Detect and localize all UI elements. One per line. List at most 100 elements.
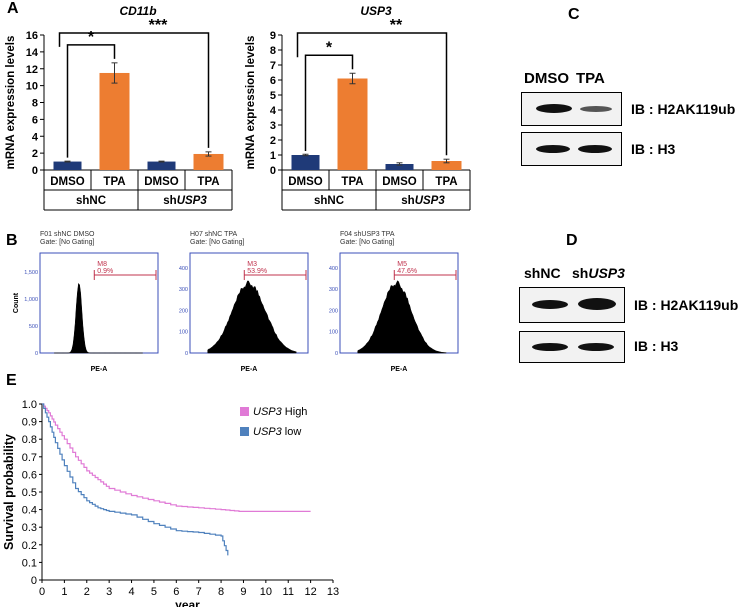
y-tick-label: 4 — [32, 131, 39, 143]
flow-y-tick-label: 400 — [329, 266, 338, 272]
category-label: TPA — [435, 176, 457, 188]
blot-d-lane2-label: shUSP3 — [572, 265, 625, 281]
km-x-tick-label: 12 — [304, 586, 316, 598]
flow-y-tick-label: 200 — [179, 308, 188, 314]
km-series-line — [42, 403, 311, 512]
km-x-tick-label: 3 — [106, 586, 112, 598]
flow-y-tick-label: 0 — [335, 351, 338, 357]
flow-y-tick-label: 1,000 — [24, 297, 38, 303]
km-y-tick-label: 0.6 — [22, 469, 37, 481]
km-y-axis-label: Survival probability — [2, 434, 16, 550]
chart-title: CD11b — [119, 4, 156, 18]
y-tick-label: 2 — [270, 135, 276, 147]
y-tick-label: 12 — [26, 64, 38, 76]
category-label: DMSO — [288, 176, 323, 188]
y-tick-label: 0 — [32, 165, 38, 177]
flow-y-tick-label: 0 — [35, 351, 38, 357]
km-y-tick-label: 0.1 — [22, 557, 37, 569]
flow-y-tick-label: 1,500 — [24, 270, 38, 276]
km-y-tick-label: 1.0 — [22, 399, 37, 411]
km-x-tick-label: 4 — [128, 586, 134, 598]
blot-band — [580, 106, 612, 112]
blot-band — [578, 343, 614, 351]
flow-y-tick-label: 100 — [329, 330, 338, 336]
category-label: DMSO — [382, 176, 417, 188]
bar — [99, 72, 130, 170]
category-label: TPA — [103, 176, 125, 188]
km-legend-swatch-high — [240, 407, 249, 416]
y-tick-label: 8 — [32, 98, 38, 110]
flow-y-tick-label: 500 — [29, 324, 38, 330]
blot-c-ib1-label: IB : H2AK119ub — [631, 101, 736, 117]
bar-chart-usp3: USP3 mRNA expression levels 0 1 2 3 4 5 6 7 8 9 DMSO… — [245, 4, 471, 211]
blot-c-ib2-label: IB : H3 — [631, 141, 676, 157]
km-y-tick-label: 0.7 — [22, 452, 37, 464]
flow-panel-title: F01 shNC DMSO — [40, 231, 95, 238]
significance-bracket — [296, 32, 448, 156]
km-x-tick-label: 7 — [196, 586, 202, 598]
bar — [53, 161, 82, 170]
y-tick-label: 5 — [270, 90, 276, 102]
y-tick-label: 0 — [270, 165, 276, 177]
km-x-tick-label: 0 — [39, 586, 45, 598]
flow-y-tick-label: 300 — [179, 287, 188, 293]
flow-panel-title: H07 shNC TPA — [190, 231, 238, 238]
km-y-tick-label: 0.4 — [22, 505, 37, 517]
y-tick-label: 2 — [32, 148, 38, 160]
flow-y-tick-label: 200 — [329, 308, 338, 314]
km-legend-label-high: USP3 High — [253, 406, 307, 418]
blot-d-h3-band-box — [519, 331, 625, 363]
survival-curve-chart: 00.10.20.30.40.50.60.70.80.91.00 1 2 3 4 5 6 7 8… — [2, 399, 339, 607]
km-x-axis-label: year — [175, 598, 200, 607]
km-y-tick-label: 0.5 — [22, 487, 37, 499]
flow-x-axis-label: PE-A — [241, 366, 258, 373]
significance-label: *** — [149, 17, 168, 34]
km-legend-label-low: USP3 low — [253, 426, 301, 438]
blot-band — [532, 300, 568, 309]
significance-bracket — [66, 44, 116, 158]
significance-bracket — [58, 32, 210, 148]
blot-panel-d: shNC shUSP3 IB : H2AK119ub IB : H3 — [510, 265, 750, 375]
blot-d-ib1-label: IB : H2AK119ub — [634, 297, 739, 313]
bar — [385, 164, 414, 170]
flow-y-tick-label: 0 — [185, 351, 188, 357]
flow-gate-label: Gate: [No Gating] — [190, 239, 245, 246]
km-x-tick-label: 13 — [327, 586, 339, 598]
blot-band — [536, 104, 572, 113]
km-y-tick-label: 0.8 — [22, 434, 37, 446]
y-tick-label: 14 — [26, 47, 39, 59]
category-label: DMSO — [144, 176, 179, 188]
blot-d-ib2-label: IB : H3 — [634, 338, 679, 354]
flow-percent-label: 47.6% — [397, 268, 417, 275]
flow-marker-label: M5 — [397, 261, 407, 268]
y-tick-label: 8 — [270, 45, 276, 57]
flow-y-tick-label: 400 — [179, 266, 188, 272]
km-y-tick-label: 0.2 — [22, 540, 37, 552]
flow-plot-frame — [39, 252, 159, 354]
y-tick-label: 6 — [32, 114, 38, 126]
significance-label: ** — [390, 17, 403, 34]
y-tick-label: 16 — [26, 30, 38, 42]
group-label: shNC — [314, 195, 344, 207]
y-tick-label: 7 — [270, 60, 276, 72]
flow-histogram — [207, 280, 297, 354]
km-y-tick-label: 0.3 — [22, 522, 37, 534]
km-x-tick-label: 1 — [61, 586, 67, 598]
blot-d-lane1-label: shNC — [524, 265, 561, 281]
km-x-tick-label: 9 — [240, 586, 246, 598]
km-x-tick-label: 5 — [151, 586, 157, 598]
chart-title: USP3 — [360, 4, 392, 18]
bar — [193, 153, 224, 170]
flow-y-tick-label: 100 — [179, 330, 188, 336]
blot-c-lane2-label: TPA — [576, 70, 605, 87]
category-label: TPA — [197, 176, 219, 188]
blot-band — [536, 145, 570, 153]
flow-histogram — [54, 282, 143, 354]
flow-gate-label: Gate: [No Gating] — [40, 239, 95, 246]
blot-c-lane1-label: DMSO — [524, 70, 569, 87]
flow-x-axis-label: PE-A — [391, 366, 408, 373]
blot-d-h2ak119ub-band-box — [519, 287, 625, 323]
km-y-tick-label: 0 — [31, 575, 37, 587]
km-x-tick-label: 11 — [283, 586, 294, 598]
y-tick-label: 3 — [270, 120, 276, 132]
